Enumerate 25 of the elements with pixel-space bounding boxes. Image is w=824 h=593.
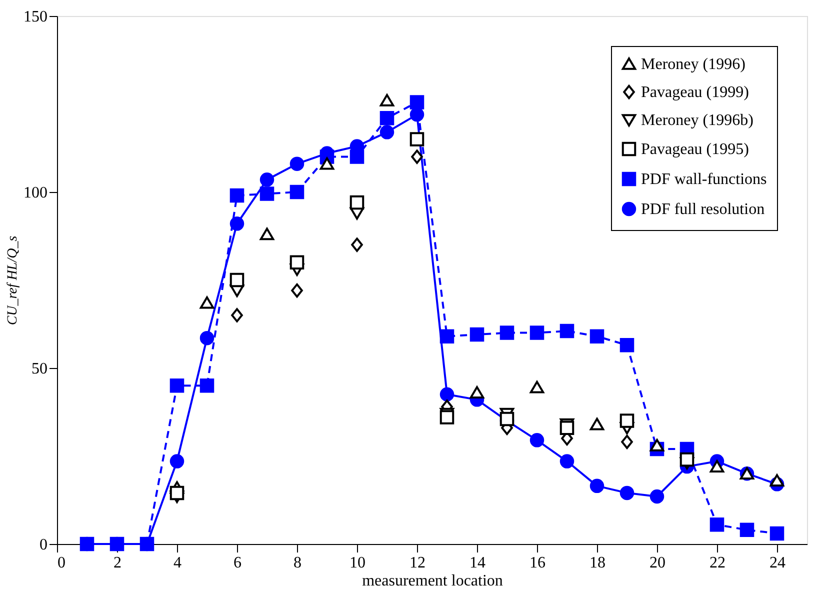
x-tick-label: 16 — [530, 554, 546, 572]
legend-label: PDF full resolution — [641, 201, 765, 218]
x-axis-title: measurement location — [362, 572, 503, 590]
y-tick-label: 150 — [24, 8, 48, 26]
y-axis-title: CU_ref HL/Q_s — [6, 235, 20, 326]
x-tick-label: 2 — [114, 554, 122, 572]
x-tick-label: 6 — [234, 554, 242, 572]
legend-label: Pavageau (1995) — [641, 141, 749, 158]
legend-label: Meroney (1996) — [641, 56, 746, 73]
legend-label: PDF wall-functions — [641, 171, 767, 188]
x-tick-label: 10 — [350, 554, 366, 572]
x-tick-label: 18 — [590, 554, 606, 572]
y-tick-label: 0 — [40, 536, 48, 554]
x-tick-label: 0 — [58, 554, 66, 572]
x-tick-label: 22 — [710, 554, 726, 572]
legend-label: Pavageau (1999) — [641, 84, 749, 101]
legend-label: Meroney (1996b) — [641, 112, 754, 129]
x-tick-label: 4 — [174, 554, 182, 572]
y-tick-label: 50 — [32, 360, 48, 378]
x-tick-label: 12 — [410, 554, 426, 572]
x-tick-label: 8 — [294, 554, 302, 572]
x-tick-label: 14 — [470, 554, 486, 572]
x-tick-label: 20 — [650, 554, 666, 572]
x-tick-label: 24 — [770, 554, 786, 572]
y-tick-label: 100 — [24, 184, 48, 202]
